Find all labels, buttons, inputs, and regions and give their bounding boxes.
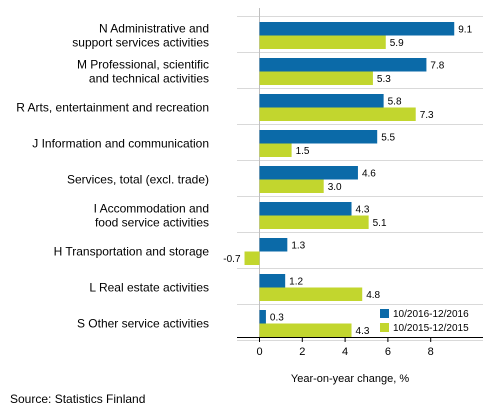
data-label: 1.5	[296, 146, 310, 157]
category-label: support services activities	[72, 36, 209, 50]
legend-label: 10/2016-12/2016	[393, 309, 469, 320]
bar	[259, 35, 386, 49]
bar	[244, 251, 260, 265]
legend: 10/2016-12/2016 10/2015-12/2015	[380, 309, 469, 334]
bar	[259, 179, 324, 193]
legend-swatch	[380, 309, 389, 318]
bar	[259, 323, 352, 337]
bar	[259, 310, 266, 324]
data-label: 1.3	[291, 240, 305, 251]
category-label: H Transportation and storage	[54, 245, 210, 259]
x-tick-label: 0	[256, 346, 262, 358]
bar	[259, 238, 288, 252]
data-label: 1.2	[289, 276, 303, 287]
bar	[259, 130, 378, 144]
data-label: 4.8	[366, 290, 380, 301]
bar	[259, 166, 358, 180]
data-label: 3.0	[328, 182, 342, 193]
source-note: Source: Statistics Finland	[10, 392, 146, 406]
data-label: 5.3	[377, 74, 391, 85]
category-label: and technical activities	[89, 72, 209, 86]
bar	[259, 274, 286, 288]
data-label: 7.8	[430, 60, 444, 71]
category-label: N Administrative and	[99, 22, 209, 36]
x-tick-label: 4	[342, 346, 348, 358]
bar	[259, 94, 384, 108]
category-label: J Information and communication	[32, 137, 209, 151]
category-label: S Other service activities	[77, 317, 209, 331]
category-label: I Accommodation and	[94, 202, 209, 216]
data-label: 5.8	[388, 96, 402, 107]
data-label: 0.3	[270, 312, 284, 323]
data-label: 5.9	[390, 38, 404, 49]
data-label: 7.3	[420, 110, 434, 121]
data-label: 5.5	[381, 132, 395, 143]
bar	[259, 287, 363, 301]
x-axis-ticks: 0 2 4 6 8	[256, 337, 434, 358]
bar	[259, 107, 416, 121]
category-label: L Real estate activities	[89, 281, 209, 295]
bar	[259, 202, 352, 216]
legend-swatch	[380, 323, 389, 332]
bar	[259, 22, 455, 36]
data-labels: 9.15.97.85.35.87.35.51.54.63.04.35.11.3-…	[223, 24, 472, 337]
data-label: -0.7	[223, 254, 241, 265]
data-label: 4.6	[362, 168, 376, 179]
category-label: Services, total (excl. trade)	[67, 173, 209, 187]
category-label: R Arts, entertainment and recreation	[16, 101, 209, 115]
x-axis-title: Year-on-year change, %	[291, 373, 409, 385]
x-tick-label: 2	[299, 346, 305, 358]
category-label: M Professional, scientific	[77, 58, 209, 72]
legend-label: 10/2015-12/2015	[393, 323, 469, 334]
data-label: 5.1	[373, 218, 387, 229]
x-tick-label: 8	[428, 346, 434, 358]
x-tick-label: 6	[385, 346, 391, 358]
data-label: 4.3	[356, 326, 370, 337]
data-label: 4.3	[356, 204, 370, 215]
bars	[244, 22, 455, 337]
bar	[259, 71, 373, 85]
data-label: 9.1	[458, 24, 472, 35]
bar	[259, 143, 292, 157]
bar	[259, 215, 369, 229]
bar	[259, 58, 427, 72]
category-label: food service activities	[95, 216, 209, 230]
